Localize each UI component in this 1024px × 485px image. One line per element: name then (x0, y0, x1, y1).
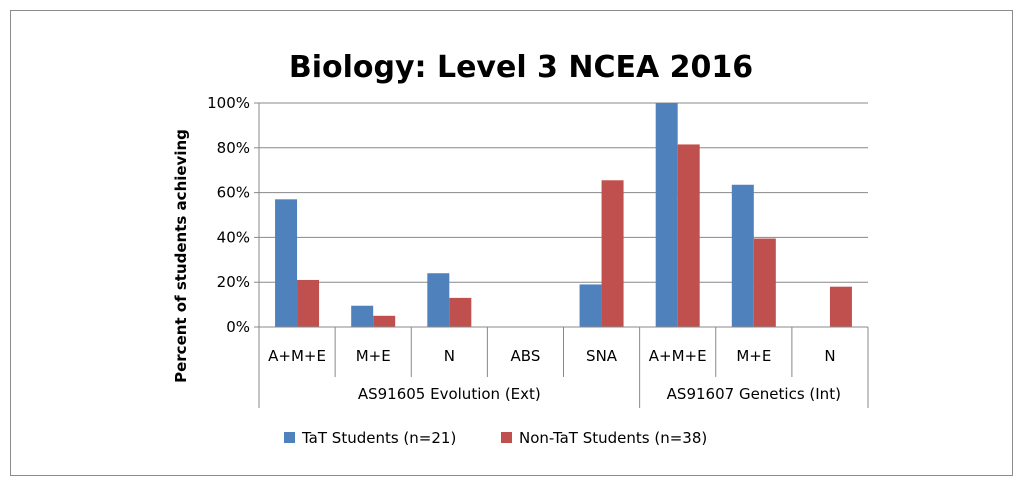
gridlines (259, 102, 868, 283)
legend-label: Non-TaT Students (n=38) (519, 429, 707, 447)
bar-non-tat (753, 238, 776, 327)
bar-tat (427, 273, 450, 327)
bar-tat (655, 103, 678, 327)
legend-label: TaT Students (n=21) (301, 429, 456, 447)
bar-tat (351, 305, 374, 327)
y-tick-label: 100% (207, 94, 250, 112)
bar-tat (731, 184, 754, 327)
bar-chart: Biology: Level 3 NCEA 2016 Percent of st… (172, 50, 869, 447)
bar-non-tat (449, 297, 472, 327)
bar-non-tat (829, 286, 852, 327)
x-tick-label: ABS (511, 347, 541, 365)
bar-tat (275, 199, 298, 327)
chart-title: Biology: Level 3 NCEA 2016 (289, 50, 753, 85)
y-tick-label: 60% (217, 184, 250, 202)
axes: 0% 20% 40% 60% 80% 100% A+M+E M+E N ABS SNA A+M+E M+… (207, 94, 869, 408)
legend: TaT Students (n=21) Non-TaT Students (n=3… (284, 429, 707, 447)
group-label: AS91607 Genetics (Int) (667, 385, 841, 403)
bar-non-tat (677, 144, 700, 327)
bar-non-tat (297, 279, 320, 327)
x-tick-label: M+E (356, 347, 391, 365)
bar-tat (579, 284, 602, 327)
bar-non-tat (373, 315, 396, 327)
x-tick-label: N (824, 347, 835, 365)
legend-swatch (284, 432, 295, 443)
chart-frame: Biology: Level 3 NCEA 2016 Percent of st… (10, 10, 1013, 476)
y-tick-label: 80% (217, 139, 250, 157)
y-tick-label: 20% (217, 273, 250, 291)
group-label: AS91605 Evolution (Ext) (358, 385, 541, 403)
y-tick-label: 40% (217, 228, 250, 246)
y-tick-label: 0% (226, 318, 250, 336)
legend-swatch (501, 432, 512, 443)
y-axis-label: Percent of students achieving (172, 129, 190, 383)
x-tick-label: A+M+E (649, 347, 707, 365)
x-tick-label: A+M+E (268, 347, 326, 365)
x-tick-label: SNA (586, 347, 618, 365)
x-tick-label: M+E (736, 347, 771, 365)
bar-non-tat (601, 180, 624, 327)
bars (275, 103, 852, 327)
x-tick-label: N (444, 347, 455, 365)
